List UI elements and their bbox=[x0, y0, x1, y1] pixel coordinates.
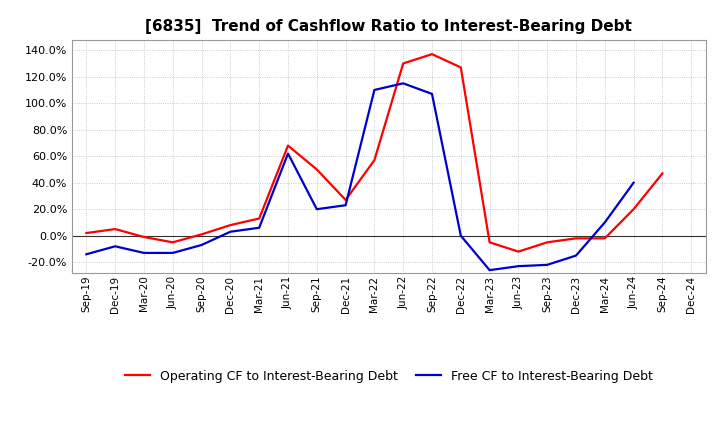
Free CF to Interest-Bearing Debt bbox=[82, 252, 91, 257]
Free CF to Interest-Bearing Debt bbox=[140, 250, 148, 256]
Free CF to Interest-Bearing Debt bbox=[456, 233, 465, 238]
Operating CF to Interest-Bearing Debt bbox=[629, 206, 638, 212]
Operating CF to Interest-Bearing Debt bbox=[370, 158, 379, 163]
Free CF to Interest-Bearing Debt bbox=[543, 262, 552, 268]
Operating CF to Interest-Bearing Debt bbox=[572, 236, 580, 241]
Operating CF to Interest-Bearing Debt bbox=[341, 197, 350, 202]
Free CF to Interest-Bearing Debt bbox=[514, 264, 523, 269]
Free CF to Interest-Bearing Debt bbox=[485, 268, 494, 273]
Operating CF to Interest-Bearing Debt bbox=[226, 223, 235, 228]
Free CF to Interest-Bearing Debt bbox=[312, 206, 321, 212]
Free CF to Interest-Bearing Debt bbox=[341, 202, 350, 208]
Free CF to Interest-Bearing Debt bbox=[226, 229, 235, 235]
Operating CF to Interest-Bearing Debt bbox=[197, 232, 206, 237]
Free CF to Interest-Bearing Debt bbox=[370, 87, 379, 92]
Operating CF to Interest-Bearing Debt bbox=[255, 216, 264, 221]
Free CF to Interest-Bearing Debt bbox=[600, 220, 609, 225]
Free CF to Interest-Bearing Debt bbox=[428, 91, 436, 96]
Free CF to Interest-Bearing Debt bbox=[255, 225, 264, 231]
Operating CF to Interest-Bearing Debt bbox=[399, 61, 408, 66]
Operating CF to Interest-Bearing Debt bbox=[456, 65, 465, 70]
Operating CF to Interest-Bearing Debt bbox=[82, 231, 91, 236]
Legend: Operating CF to Interest-Bearing Debt, Free CF to Interest-Bearing Debt: Operating CF to Interest-Bearing Debt, F… bbox=[120, 365, 658, 388]
Free CF to Interest-Bearing Debt bbox=[629, 180, 638, 185]
Operating CF to Interest-Bearing Debt bbox=[284, 143, 292, 148]
Operating CF to Interest-Bearing Debt bbox=[312, 167, 321, 172]
Free CF to Interest-Bearing Debt bbox=[284, 151, 292, 156]
Operating CF to Interest-Bearing Debt bbox=[658, 171, 667, 176]
Operating CF to Interest-Bearing Debt bbox=[485, 240, 494, 245]
Free CF to Interest-Bearing Debt bbox=[197, 242, 206, 248]
Title: [6835]  Trend of Cashflow Ratio to Interest-Bearing Debt: [6835] Trend of Cashflow Ratio to Intere… bbox=[145, 19, 632, 34]
Operating CF to Interest-Bearing Debt bbox=[140, 235, 148, 240]
Operating CF to Interest-Bearing Debt bbox=[543, 240, 552, 245]
Free CF to Interest-Bearing Debt bbox=[399, 81, 408, 86]
Free CF to Interest-Bearing Debt bbox=[572, 253, 580, 258]
Operating CF to Interest-Bearing Debt bbox=[514, 249, 523, 254]
Line: Operating CF to Interest-Bearing Debt: Operating CF to Interest-Bearing Debt bbox=[86, 54, 662, 252]
Operating CF to Interest-Bearing Debt bbox=[428, 51, 436, 57]
Operating CF to Interest-Bearing Debt bbox=[168, 240, 177, 245]
Line: Free CF to Interest-Bearing Debt: Free CF to Interest-Bearing Debt bbox=[86, 83, 634, 270]
Free CF to Interest-Bearing Debt bbox=[168, 250, 177, 256]
Operating CF to Interest-Bearing Debt bbox=[600, 236, 609, 241]
Operating CF to Interest-Bearing Debt bbox=[111, 227, 120, 232]
Free CF to Interest-Bearing Debt bbox=[111, 244, 120, 249]
